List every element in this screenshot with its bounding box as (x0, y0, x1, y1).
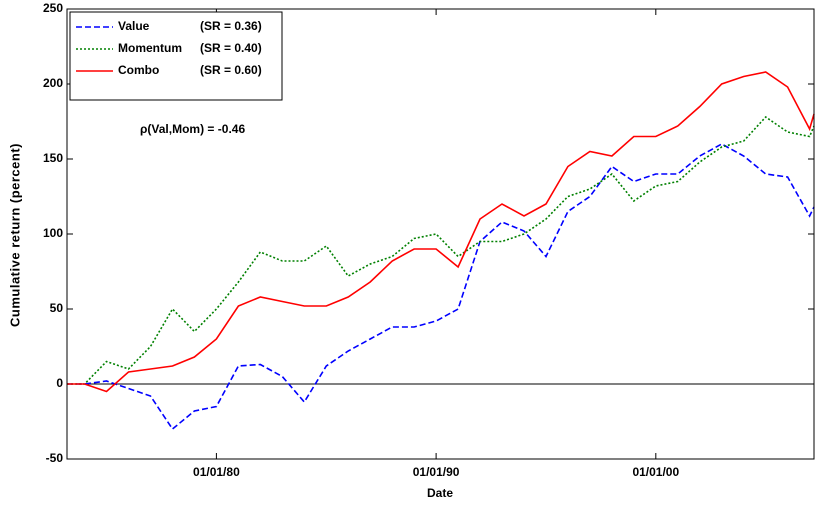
y-tick-label: 50 (50, 301, 64, 315)
annotation: ρ(Val,Mom) = -0.46 (140, 122, 245, 136)
series-line (67, 71, 815, 393)
x-tick-label: 01/01/80 (193, 465, 240, 479)
legend-sr: (SR = 0.40) (200, 41, 262, 55)
y-tick-label: 150 (43, 151, 63, 165)
x-tick-label: 01/01/90 (413, 465, 460, 479)
series-line (67, 115, 815, 385)
x-axis-label: Date (427, 486, 453, 500)
y-tick-label: 250 (43, 1, 63, 15)
x-tick-label: 01/01/00 (632, 465, 679, 479)
y-tick-label: 0 (56, 376, 63, 390)
legend-sr: (SR = 0.36) (200, 19, 262, 33)
y-axis-label: Cumulative return (percent) (7, 143, 22, 327)
y-tick-label: 100 (43, 226, 63, 240)
legend-label: Value (118, 19, 150, 33)
y-tick-label: -50 (46, 451, 64, 465)
legend-sr: (SR = 0.60) (200, 63, 262, 77)
legend-label: Combo (118, 63, 159, 77)
legend-label: Momentum (118, 41, 182, 55)
y-tick-label: 200 (43, 76, 63, 90)
plot-frame (66, 8, 815, 460)
series-line (67, 143, 815, 431)
